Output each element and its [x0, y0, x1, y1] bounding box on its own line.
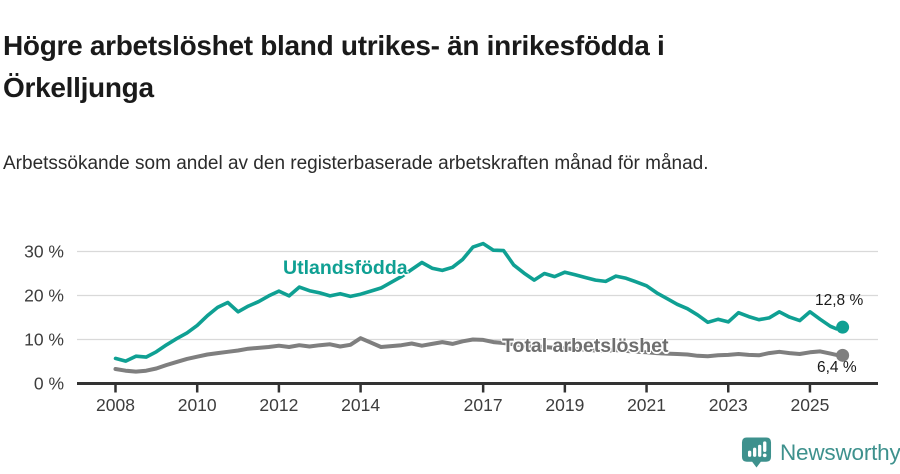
y-tick-label-0: 0 %: [34, 374, 64, 394]
chart-subtitle: Arbetssökande som andel av den registerb…: [3, 153, 709, 174]
title-line-2: Örkelljunga: [3, 72, 154, 104]
x-tick-label-2025: 2025: [790, 395, 829, 415]
x-tick-label-2012: 2012: [259, 395, 298, 415]
series-line-utlandsfodda: [113, 241, 845, 363]
series-line-total-arbetsloshet: [113, 336, 845, 374]
x-tick-label-2014: 2014: [341, 395, 380, 415]
end-dot-utlandsfodda: [836, 320, 850, 334]
page-title: Högre arbetslöshet bland utrikes- än inr…: [3, 25, 873, 110]
x-tick-label-2017: 2017: [464, 395, 503, 415]
series-label-total-arbetsloshet: Total arbetslöshet: [502, 335, 669, 357]
x-tick-label-2008: 2008: [96, 395, 135, 415]
x-tick-label-2023: 2023: [709, 395, 748, 415]
end-value-total-arbetsloshet: 6,4 %: [817, 359, 857, 376]
y-tick-label-30: 30 %: [24, 242, 64, 262]
y-tick-label-10: 10 %: [24, 330, 64, 350]
unemployment-chart: 0 % 10 % 20 % 30 % 2008 2010 2012 2014 2017 2019 2…: [0, 218, 900, 434]
newsworthy-logo[interactable]: Newsworthy: [741, 436, 900, 470]
line-chart-canvas: 0 % 10 % 20 % 30 % 2008 2010 2012 2014 2017 2019 2…: [24, 241, 878, 415]
x-tick-label-2010: 2010: [178, 395, 217, 415]
title-line-1: Högre arbetslöshet bland utrikes- än inr…: [3, 29, 665, 61]
y-tick-label-20: 20 %: [24, 286, 64, 306]
end-value-utlandsfodda: 12,8 %: [815, 292, 864, 309]
x-tick-label-2019: 2019: [545, 395, 584, 415]
newsworthy-wordmark: Newsworthy: [780, 440, 900, 465]
newsworthy-badge-icon: [741, 437, 772, 468]
end-dot-total-arbetsloshet: [836, 348, 850, 362]
x-tick-label-2021: 2021: [627, 395, 666, 415]
series-label-utlandsfodda: Utlandsfödda: [283, 257, 408, 279]
